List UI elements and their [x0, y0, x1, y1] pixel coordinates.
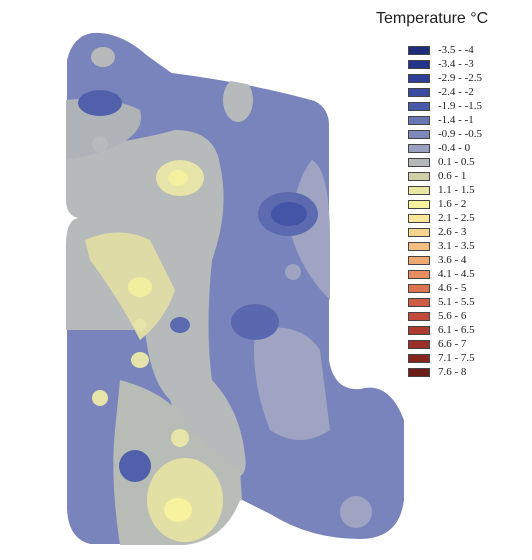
- legend-item: 0.6 - 1: [408, 171, 528, 182]
- warm-spot-west-2: [134, 319, 146, 331]
- legend-item: -0.4 - 0: [408, 143, 528, 154]
- legend-swatch: [408, 172, 430, 181]
- legend-item: 5.1 - 5.5: [408, 297, 528, 308]
- legend-label: -2.9 - -2.5: [438, 72, 482, 84]
- legend-swatch: [408, 368, 430, 377]
- legend-item: 4.1 - 4.5: [408, 269, 528, 280]
- light-spot-northwest: [91, 47, 115, 67]
- legend-label: 0.6 - 1: [438, 170, 467, 182]
- warm-spot-mid: [131, 352, 149, 368]
- legend-item: -0.9 - -0.5: [408, 129, 528, 140]
- legend-item: 1.1 - 1.5: [408, 185, 528, 196]
- legend-swatch: [408, 158, 430, 167]
- legend-item: 6.6 - 7: [408, 339, 528, 350]
- legend-item: 3.6 - 4: [408, 255, 528, 266]
- legend-swatch: [408, 186, 430, 195]
- legend-swatch: [408, 46, 430, 55]
- legend-label: 6.1 - 6.5: [438, 324, 475, 336]
- legend-swatch: [408, 74, 430, 83]
- legend-swatch: [408, 144, 430, 153]
- legend-swatch: [408, 354, 430, 363]
- legend-label: -1.4 - -1: [438, 114, 474, 126]
- legend-swatch: [408, 270, 430, 279]
- legend-item: -1.9 - -1.5: [408, 101, 528, 112]
- warm-core-west: [128, 277, 152, 297]
- legend-label: 1.6 - 2: [438, 198, 467, 210]
- legend-label: 0.1 - 0.5: [438, 156, 475, 168]
- legend-label: 4.1 - 4.5: [438, 268, 475, 280]
- legend-item: 4.6 - 5: [408, 283, 528, 294]
- legend-item: 6.1 - 6.5: [408, 325, 528, 336]
- light-spot-east: [285, 264, 301, 280]
- legend-label: 3.1 - 3.5: [438, 240, 475, 252]
- cold-spot-central: [170, 317, 190, 333]
- light-spot-west: [92, 136, 108, 152]
- warm-core-north: [168, 170, 188, 186]
- legend-label: -0.9 - -0.5: [438, 128, 482, 140]
- legend-label: -3.5 - -4: [438, 44, 474, 56]
- legend-item: 7.6 - 8: [408, 367, 528, 378]
- legend-label: 1.1 - 1.5: [438, 184, 475, 196]
- legend-label: 3.6 - 4: [438, 254, 467, 266]
- legend-item: -2.9 - -2.5: [408, 73, 528, 84]
- legend-swatch: [408, 256, 430, 265]
- legend-swatch: [408, 284, 430, 293]
- warm-core-south: [164, 498, 192, 522]
- legend-label: 4.6 - 5: [438, 282, 467, 294]
- legend-label: -3.4 - -3: [438, 58, 474, 70]
- legend-swatch: [408, 60, 430, 69]
- legend-item: 5.6 - 6: [408, 311, 528, 322]
- legend-swatch: [408, 340, 430, 349]
- legend-swatch: [408, 242, 430, 251]
- legend-swatch: [408, 312, 430, 321]
- legend-item: -2.4 - -2: [408, 87, 528, 98]
- legend-label: 2.6 - 3: [438, 226, 467, 238]
- light-spot-north: [223, 78, 253, 122]
- legend-swatch: [408, 228, 430, 237]
- legend-item: -3.5 - -4: [408, 45, 528, 56]
- legend-item: -1.4 - -1: [408, 115, 528, 126]
- legend-swatch: [408, 298, 430, 307]
- cold-core-east: [271, 202, 307, 226]
- legend-item: 2.1 - 2.5: [408, 213, 528, 224]
- cold-zone-northwest: [78, 90, 122, 116]
- legend-label: 5.6 - 6: [438, 310, 467, 322]
- legend-label: -1.9 - -1.5: [438, 100, 482, 112]
- legend-item: 2.6 - 3: [408, 227, 528, 238]
- zone-light-southeast: [254, 327, 330, 440]
- legend-title: Temperature °C: [376, 10, 489, 27]
- legend-swatch: [408, 102, 430, 111]
- legend-item: 1.6 - 2: [408, 199, 528, 210]
- legend-swatch: [408, 326, 430, 335]
- zone-light-west-upper: [66, 98, 142, 160]
- legend-label: 6.6 - 7: [438, 338, 467, 350]
- legend-swatch: [408, 116, 430, 125]
- cold-zone-south: [119, 450, 151, 482]
- legend-item: 3.1 - 3.5: [408, 241, 528, 252]
- legend-label: 7.6 - 8: [438, 366, 467, 378]
- legend-swatch: [408, 200, 430, 209]
- legend-label: 7.1 - 7.5: [438, 352, 475, 364]
- legend-item: 7.1 - 7.5: [408, 353, 528, 364]
- legend-label: -2.4 - -2: [438, 86, 474, 98]
- legend-swatch: [408, 130, 430, 139]
- legend-swatch: [408, 214, 430, 223]
- legend-label: 5.1 - 5.5: [438, 296, 475, 308]
- legend-swatch: [408, 88, 430, 97]
- light-spot-southeast: [340, 496, 372, 528]
- legend-item: 0.1 - 0.5: [408, 157, 528, 168]
- warm-spot-south-mid: [171, 429, 189, 447]
- legend-label: 2.1 - 2.5: [438, 212, 475, 224]
- cold-zone-central: [231, 304, 279, 340]
- warm-spot-southwest: [92, 390, 108, 406]
- legend-label: -0.4 - 0: [438, 142, 471, 154]
- legend-item: -3.4 - -3: [408, 59, 528, 70]
